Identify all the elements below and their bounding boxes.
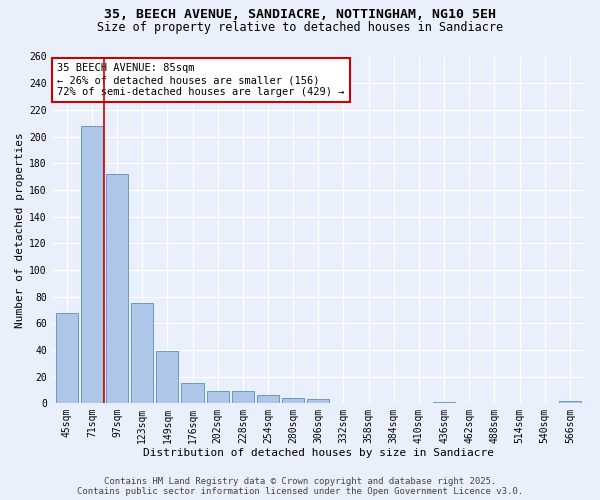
Bar (131, 303, 153, 403)
Text: 35 BEECH AVENUE: 85sqm
← 26% of detached houses are smaller (156)
72% of semi-de: 35 BEECH AVENUE: 85sqm ← 26% of detached… (57, 64, 344, 96)
Text: Size of property relative to detached houses in Sandiacre: Size of property relative to detached ho… (97, 21, 503, 34)
Bar (433, 402, 455, 403)
Bar (181, 383, 203, 403)
Bar (232, 391, 254, 403)
Bar (56, 312, 78, 403)
Y-axis label: Number of detached properties: Number of detached properties (15, 132, 25, 328)
Bar (559, 400, 581, 403)
Text: 35, BEECH AVENUE, SANDIACRE, NOTTINGHAM, NG10 5EH: 35, BEECH AVENUE, SANDIACRE, NOTTINGHAM,… (104, 8, 496, 20)
Bar (282, 398, 304, 403)
Bar (307, 399, 329, 403)
Bar (257, 395, 279, 403)
Bar (81, 126, 103, 403)
Bar (206, 391, 229, 403)
Bar (106, 174, 128, 403)
X-axis label: Distribution of detached houses by size in Sandiacre: Distribution of detached houses by size … (143, 448, 494, 458)
Text: Contains HM Land Registry data © Crown copyright and database right 2025.
Contai: Contains HM Land Registry data © Crown c… (77, 476, 523, 496)
Bar (157, 351, 178, 403)
